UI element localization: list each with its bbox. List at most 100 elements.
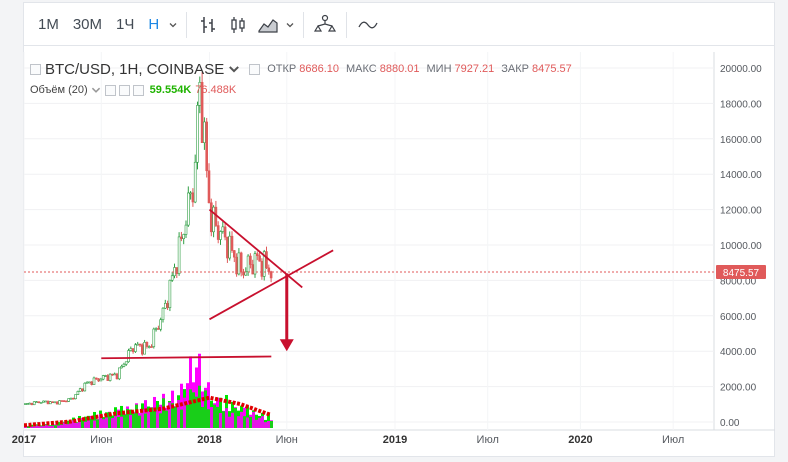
candle-body (108, 373, 112, 381)
volume-bar (222, 411, 225, 428)
candle-body (95, 377, 98, 380)
drawing-annotations[interactable] (101, 208, 334, 360)
last-price-label: 8475.57 (723, 268, 760, 279)
candle-body (129, 348, 133, 351)
candle-body (164, 302, 167, 309)
trendline[interactable] (101, 355, 272, 360)
volume-bar (156, 409, 159, 428)
interval-1h[interactable]: 1Ч (116, 16, 135, 33)
volume-indicator-name[interactable]: Объём (20) (30, 84, 88, 96)
candle-body (37, 401, 41, 403)
time-tick-label: Июл (477, 434, 499, 446)
volume-bar (99, 413, 102, 428)
candle-body (159, 319, 162, 330)
interval-week[interactable]: Н (148, 16, 160, 33)
volume-bar (108, 412, 111, 428)
candle-body (58, 400, 61, 405)
settings-icon[interactable] (249, 63, 261, 75)
interval-30m[interactable]: 30M (72, 16, 103, 33)
volume-legend: Объём (20) 59.554K 76.488K (30, 82, 236, 98)
volume-bar (111, 418, 114, 428)
price-tick-label: 6000.00 (720, 312, 757, 323)
time-axis[interactable]: 2017 Июн 2018 Июн 2019 Июл 2020 Июл (12, 434, 685, 446)
candle-body (150, 346, 153, 348)
price-axis[interactable]: 20000.00 18000.00 16000.00 14000.00 12000.00… (720, 64, 762, 429)
price-tick-label: 18000.00 (720, 99, 762, 110)
symbol-chevron-down-icon[interactable] (227, 62, 241, 76)
gear-icon[interactable] (118, 84, 130, 96)
candle-body (154, 328, 158, 330)
candle-body (233, 250, 236, 258)
volume-value: 59.554K (149, 84, 192, 96)
volume-bar (144, 413, 147, 428)
candle-body (184, 224, 188, 235)
candle-body (267, 267, 271, 272)
candle-body (255, 253, 259, 257)
volume-bar (201, 406, 204, 428)
volume-bar (63, 422, 66, 428)
volume-bar (30, 426, 33, 428)
candle-body (216, 225, 220, 240)
candle-body (72, 397, 75, 400)
volume-bar (141, 409, 144, 428)
chart-toolbar: 1M 30M 1Ч Н (23, 4, 775, 46)
candle-body (170, 275, 174, 281)
candle-body (39, 402, 43, 404)
volume-bar (72, 420, 75, 428)
candle-body (24, 403, 27, 405)
candle-body (124, 361, 128, 365)
indicators-icon[interactable] (310, 11, 340, 39)
candle-body (134, 344, 137, 352)
candle-body (177, 236, 181, 274)
interval-1m[interactable]: 1M (38, 16, 59, 33)
bar-chart-type-icon[interactable] (193, 11, 223, 39)
candles-chart-type-icon[interactable] (223, 11, 253, 39)
volume-bar (216, 406, 219, 428)
chart-type-chevron-down-icon[interactable] (283, 11, 297, 39)
volume-bar (204, 390, 207, 428)
trendline[interactable] (209, 249, 334, 321)
volume-ma-value: 76.488K (195, 84, 237, 96)
interval-chevron-down-icon[interactable] (166, 11, 180, 39)
volume-bar (24, 426, 27, 428)
open-value: 8686.10 (299, 63, 339, 75)
candle-body (230, 235, 234, 251)
close-icon[interactable] (132, 84, 144, 96)
price-tick-label: 2000.00 (720, 383, 757, 394)
candle-body (113, 373, 116, 376)
price-tick-label: 8000.00 (720, 276, 757, 287)
candle-body (260, 260, 264, 277)
candle-body (88, 381, 91, 384)
volume-bar (132, 413, 135, 428)
collapse-icon[interactable] (30, 63, 41, 75)
candle-body (228, 235, 231, 259)
close-label: ЗАКР (501, 63, 530, 75)
eye-icon[interactable] (104, 84, 116, 96)
volume-bar (267, 413, 270, 428)
volume-bar (174, 406, 177, 428)
volume-bar (246, 417, 249, 428)
volume-bar (54, 425, 57, 428)
candle-body (191, 192, 195, 203)
candle-body (81, 388, 84, 392)
compare-wave-icon[interactable] (353, 11, 383, 39)
volume-bar (225, 408, 228, 428)
volume-bar (45, 424, 48, 428)
candle-body (221, 226, 225, 232)
volume-bar (69, 423, 72, 428)
volume-bar (246, 406, 249, 428)
open-label: ОТКР (267, 63, 297, 75)
price-tick-label: 16000.00 (720, 135, 762, 146)
price-tick-label: 12000.00 (720, 206, 762, 217)
volume-bar (39, 426, 42, 428)
volume-bar (153, 410, 156, 428)
symbol-title[interactable]: BTC/USD, 1H, COINBASE (45, 60, 225, 78)
candle-body (69, 397, 73, 400)
volume-bar (51, 422, 54, 428)
down-arrow-icon[interactable] (279, 339, 294, 352)
area-chart-type-icon[interactable] (253, 11, 283, 39)
time-tick-label: 2018 (197, 434, 221, 446)
price-tick-label: 4000.00 (720, 347, 757, 358)
volume-chevron-down-icon[interactable] (90, 84, 102, 96)
